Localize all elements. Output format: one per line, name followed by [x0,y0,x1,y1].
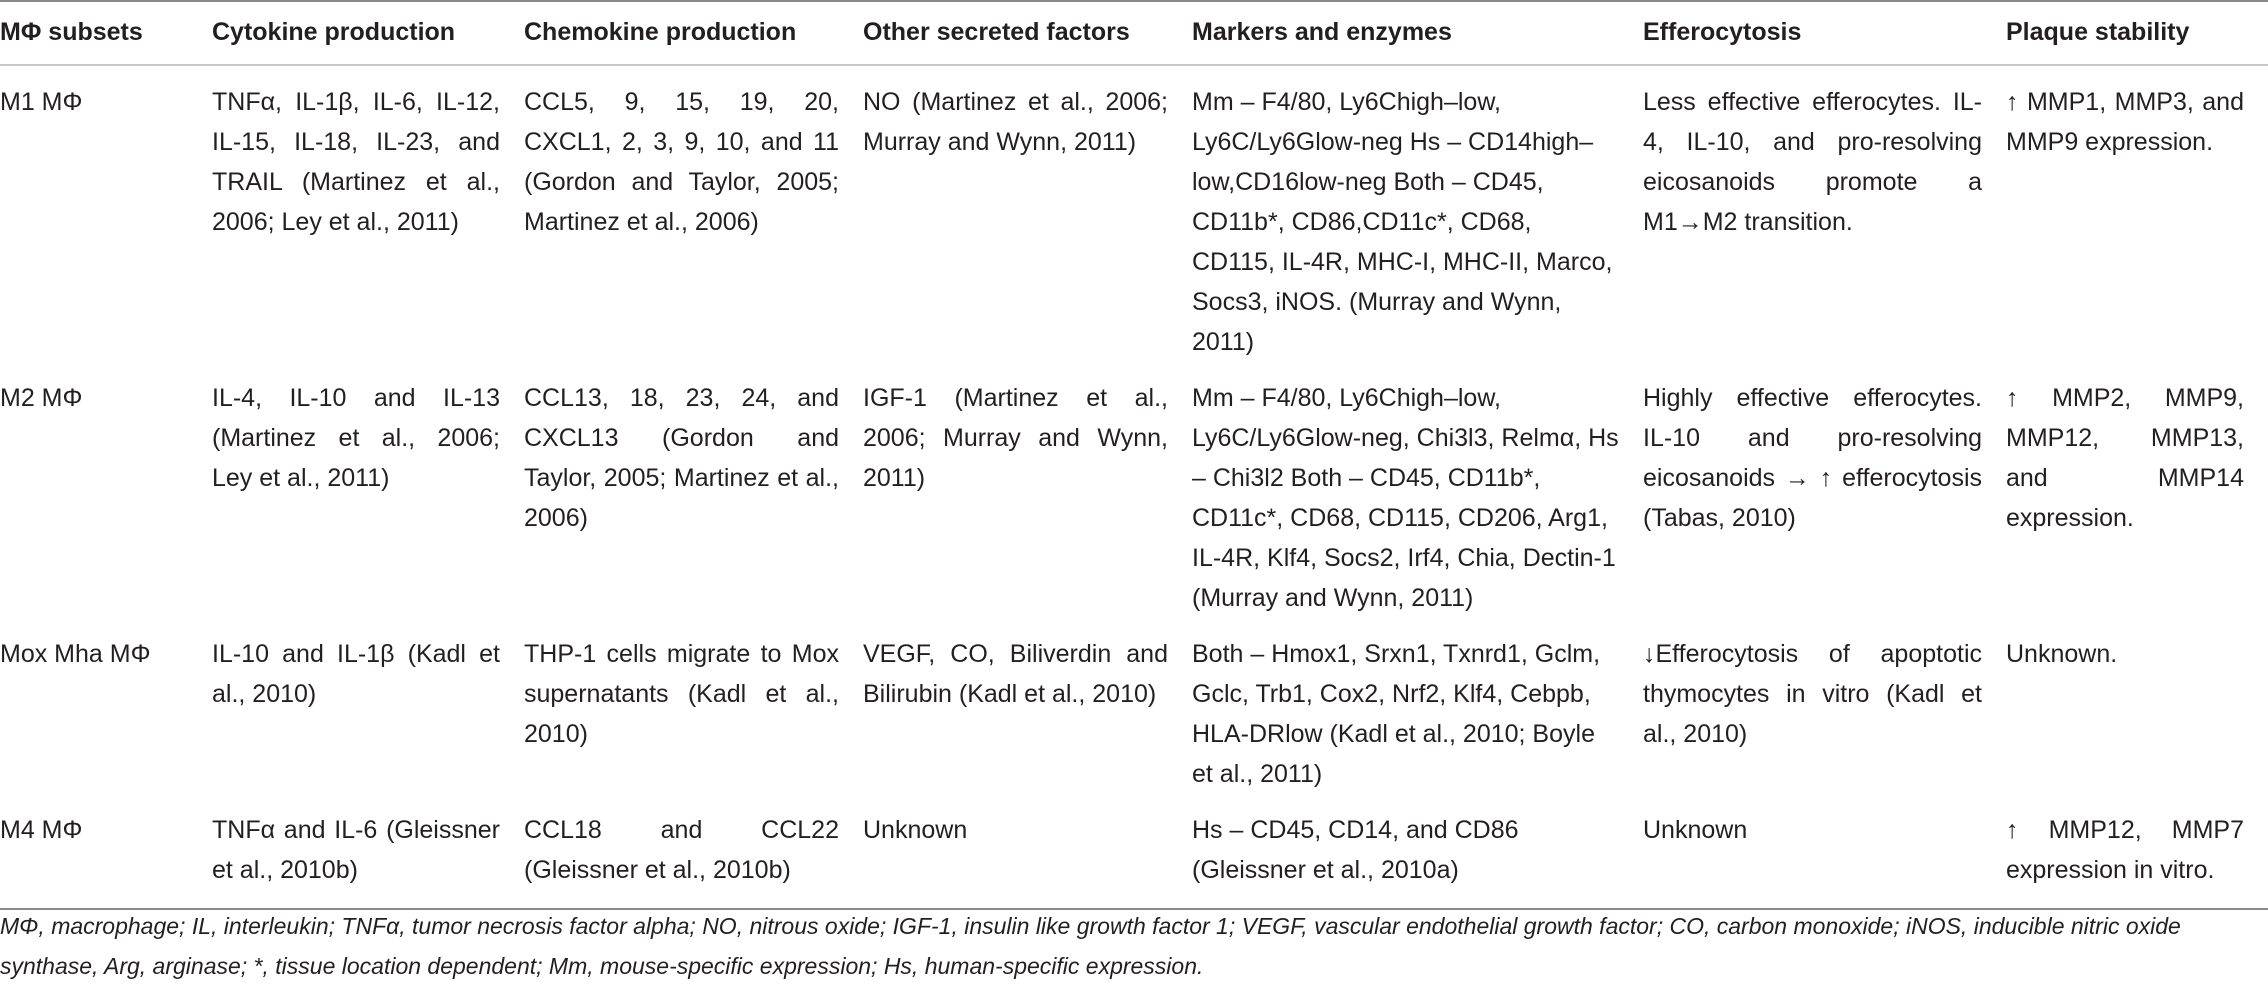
cell-subset: Mox Mha MΦ [0,640,151,668]
cell-cytokine: TNFα, IL-1β, IL-6, IL-12, IL-15, IL-18, … [212,88,500,236]
header-efferocytosis: Efferocytosis [1643,0,2006,66]
cell-plaque: ↑ MMP12, MMP7 expression in vitro. [2006,794,2268,910]
cell-efferocytosis: Highly effective efferocytes. IL-10 and … [1643,384,1982,532]
table-footnote: MΦ, macrophage; IL, interleukin; TNFα, t… [0,913,2181,979]
header-subsets: MΦ subsets [0,0,212,66]
cell-chemokine: CCL13, 18, 23, 24, and CXCL13 (Gordon an… [524,384,839,532]
cell-cytokine: IL-4, IL-10 and IL-13 (Martinez et al., … [212,384,500,492]
cell-cytokine: IL-10 and IL-1β (Kadl et al., 2010) [212,640,500,708]
cell-plaque: ↑ MMP1, MMP3, and MMP9 expression. [2006,88,2244,156]
cell-chemokine: CCL5, 9, 15, 19, 20, CXCL1, 2, 3, 9, 10,… [524,88,839,236]
macrophage-subsets-table-container: MΦ subsets Cytokine production Chemokine… [0,0,2268,910]
cell-chemokine: THP-1 cells migrate to Mox supernatants … [524,640,839,748]
header-other-factors: Other secreted factors [863,0,1192,66]
cell-plaque: ↑ MMP2, MMP9, MMP12, MMP13, and MMP14 ex… [2006,384,2244,532]
cell-cytokine: TNFα and IL-6 (Gleissner et al., 2010b) [212,794,524,910]
table-row: M2 MΦ IL-4, IL-10 and IL-13 (Martinez et… [0,362,2268,618]
cell-markers: Mm – F4/80, Ly6Chigh–low, Ly6C/Ly6Glow-n… [1192,384,1619,612]
cell-plaque: Unknown. [2006,640,2118,668]
macrophage-subsets-table: MΦ subsets Cytokine production Chemokine… [0,0,2268,910]
table-row: M1 MΦ TNFα, IL-1β, IL-6, IL-12, IL-15, I… [0,65,2268,362]
cell-markers: Mm – F4/80, Ly6Chigh–low, Ly6C/Ly6Glow-n… [1192,88,1613,356]
cell-other-factors: VEGF, CO, Biliverdin and Bilirubin (Kadl… [863,640,1168,708]
header-plaque: Plaque stability [2006,0,2268,66]
header-chemokine: Chemokine production [524,0,863,66]
cell-other-factors: IGF-1 (Martinez et al., 2006; Murray and… [863,384,1168,492]
cell-efferocytosis: Unknown [1643,794,2006,910]
cell-subset: M4 MΦ [0,794,212,910]
cell-efferocytosis: ↓Efferocytosis of apoptotic thymocytes i… [1643,640,1982,748]
cell-subset: M2 MΦ [0,384,83,412]
cell-other-factors: Unknown [863,794,1192,910]
cell-chemokine: CCL18 and CCL22 (Gleissner et al., 2010b… [524,794,863,910]
table-header-row: MΦ subsets Cytokine production Chemokine… [0,0,2268,66]
cell-markers: Both – Hmox1, Srxn1, Txnrd1, Gclm, Gclc,… [1192,640,1601,788]
cell-subset: M1 MΦ [0,88,83,116]
cell-efferocytosis: Less effective efferocytes. IL-4, IL-10,… [1643,88,1982,236]
header-markers: Markers and enzymes [1192,0,1643,66]
header-cytokine: Cytokine production [212,0,524,66]
cell-markers: Hs – CD45, CD14, and CD86 (Gleissner et … [1192,794,1643,910]
table-row: Mox Mha MΦ IL-10 and IL-1β (Kadl et al.,… [0,618,2268,794]
cell-other-factors: NO (Martinez et al., 2006; Murray and Wy… [863,88,1168,156]
table-row: M4 MΦ TNFα and IL-6 (Gleissner et al., 2… [0,794,2268,910]
